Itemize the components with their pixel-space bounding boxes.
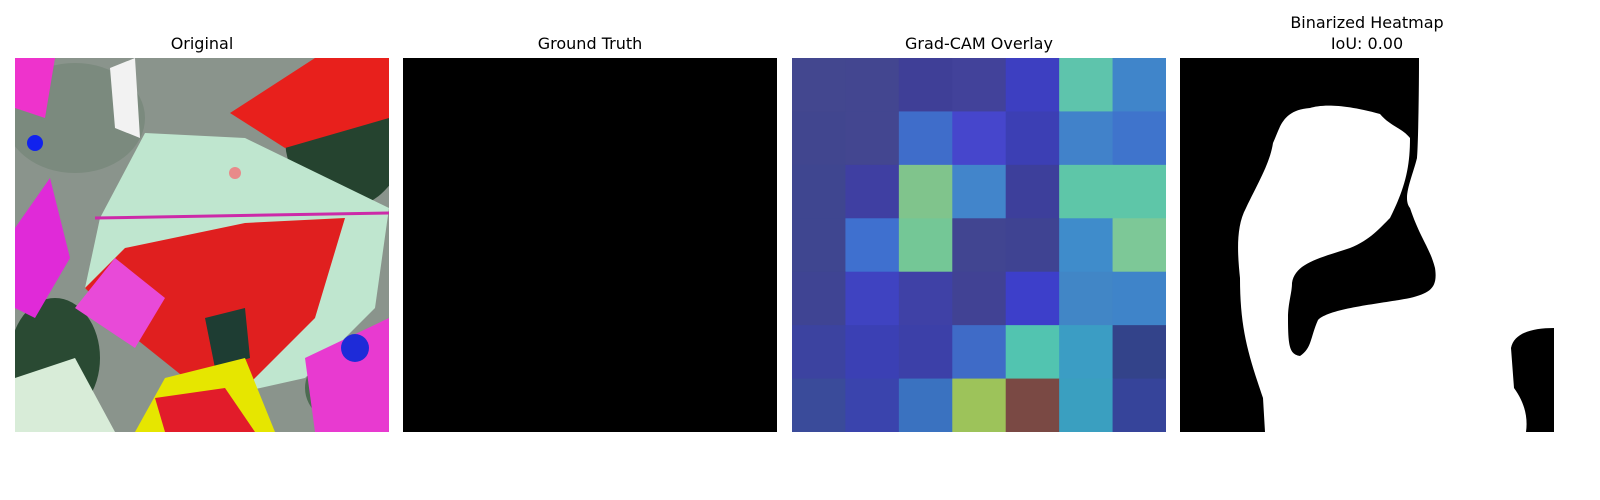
heatmap-cell-r3-c3 [952,218,1007,273]
original-title: Original [170,34,234,53]
binarized-title: Binarized Heatmap [1290,13,1444,32]
heatmap-cell-r3-c6 [1112,218,1166,273]
heatmap-cell-r0-c6 [1112,58,1166,113]
heatmap-cell-r1-c0 [792,111,847,166]
heatmap-cell-r3-c4 [1005,218,1060,273]
heatmap-cell-r6-c2 [898,378,953,432]
heatmap-cell-r4-c4 [1005,271,1060,326]
heatmap-cell-r6-c1 [845,378,900,432]
heatmap-cell-r1-c5 [1059,111,1114,166]
heatmap-cell-r5-c0 [792,325,847,380]
heatmap-cell-r5-c1 [845,325,900,380]
ground-truth-title: Ground Truth [537,34,643,53]
heatmap-cell-r0-c1 [845,58,900,113]
heatmap-cell-r4-c1 [845,271,900,326]
binarized-iou-label: IoU: 0.00 [1330,34,1404,53]
heatmap-cell-r6-c5 [1059,378,1114,432]
heatmap-cell-r0-c4 [1005,58,1060,113]
heatmap-cell-r3-c0 [792,218,847,273]
heatmap-cell-r1-c4 [1005,111,1060,166]
heatmap-cell-r5-c3 [952,325,1007,380]
heatmap-cell-r2-c0 [792,164,847,219]
heatmap-cell-r4-c0 [792,271,847,326]
heatmap-cell-r0-c3 [952,58,1007,113]
heatmap-cell-r4-c3 [952,271,1007,326]
ground-truth-mask [403,58,777,432]
original-image [15,58,389,432]
heatmap-cell-r4-c6 [1112,271,1166,326]
heatmap-cell-r5-c5 [1059,325,1114,380]
heatmap-cell-r0-c5 [1059,58,1114,113]
heatmap-cell-r6-c6 [1112,378,1166,432]
gradcam-heatmap [792,58,1166,432]
heatmap-cell-r3-c1 [845,218,900,273]
heatmap-cell-r0-c0 [792,58,847,113]
binarized-heatmap [1180,58,1554,432]
heatmap-cell-r3-c2 [898,218,953,273]
heatmap-cell-r2-c6 [1112,164,1166,219]
heatmap-cell-r4-c5 [1059,271,1114,326]
heatmap-cell-r1-c6 [1112,111,1166,166]
heatmap-cell-r2-c3 [952,164,1007,219]
heatmap-cell-r0-c2 [898,58,953,113]
heatmap-cell-r2-c1 [845,164,900,219]
heatmap-cell-r5-c6 [1112,325,1166,380]
heatmap-cell-r2-c4 [1005,164,1060,219]
binarized-background-right [1511,58,1554,432]
heatmap-cell-r2-c2 [898,164,953,219]
heatmap-cell-r1-c3 [952,111,1007,166]
heatmap-cell-r4-c2 [898,271,953,326]
heatmap-cell-r6-c3 [952,378,1007,432]
heatmap-cell-r1-c1 [845,111,900,166]
binarized-background-left [1180,58,1436,432]
heatmap-cell-r6-c0 [792,378,847,432]
gradcam-title: Grad-CAM Overlay [905,34,1053,53]
heatmap-cell-r3-c5 [1059,218,1114,273]
heatmap-cell-r1-c2 [898,111,953,166]
heatmap-cell-r5-c2 [898,325,953,380]
heatmap-cell-r6-c4 [1005,378,1060,432]
heatmap-cell-r5-c4 [1005,325,1060,380]
heatmap-cell-r2-c5 [1059,164,1114,219]
